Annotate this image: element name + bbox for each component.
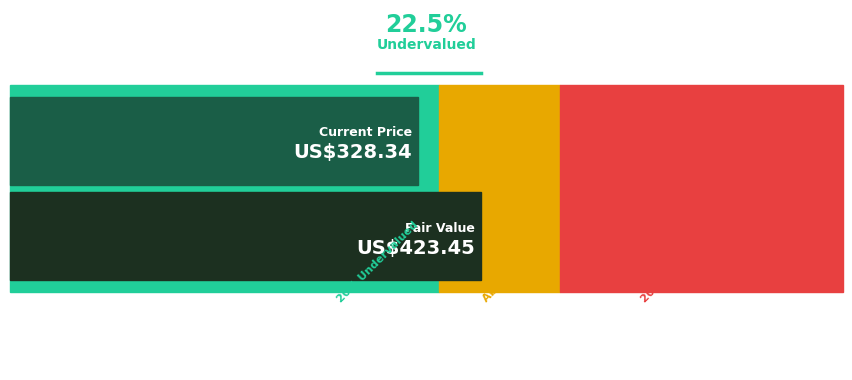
Bar — [10, 97, 417, 185]
Text: About Right: About Right — [480, 244, 539, 304]
Bar — [10, 192, 480, 280]
Text: 22.5%: 22.5% — [385, 13, 467, 37]
Text: Undervalued: Undervalued — [377, 38, 475, 52]
Text: Fair Value: Fair Value — [405, 222, 474, 234]
Text: Current Price: Current Price — [319, 127, 412, 139]
Text: 20% Undervalued: 20% Undervalued — [335, 219, 419, 304]
Text: 20% Overvalued: 20% Overvalued — [638, 225, 717, 304]
Text: US$328.34: US$328.34 — [293, 143, 412, 163]
Bar — [439, 85, 559, 292]
Bar — [559, 85, 842, 292]
Text: US$423.45: US$423.45 — [355, 239, 474, 258]
Bar — [10, 85, 439, 292]
